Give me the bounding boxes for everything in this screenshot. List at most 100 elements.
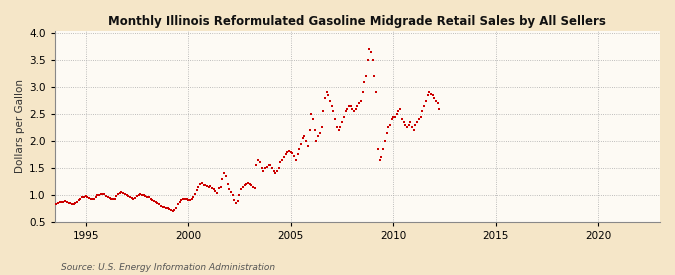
Point [169,208,180,212]
Point [225,190,236,194]
Point [186,197,197,201]
Point [313,133,323,138]
Point [219,171,230,175]
Point [82,195,92,200]
Point [405,120,416,124]
Point [192,188,202,193]
Point [294,147,304,151]
Point [196,181,207,185]
Point [99,192,110,196]
Point [215,185,226,189]
Point [367,58,378,62]
Point [304,128,315,132]
Point [184,198,195,202]
Point [311,139,322,143]
Point [147,197,158,202]
Point [193,185,204,189]
Point [200,183,211,187]
Point [101,194,111,198]
Point [75,196,86,201]
Point [389,114,400,119]
Point [258,168,269,173]
Point [290,158,301,162]
Point [205,184,216,188]
Point [94,192,105,197]
Point [224,187,235,192]
Point [157,204,168,209]
Point [159,205,169,209]
Point [106,196,117,201]
Point [260,166,271,170]
Point [107,197,118,201]
Point [194,182,205,186]
Point [345,104,356,108]
Point [403,123,414,127]
Point [253,158,264,162]
Point [210,189,221,193]
Point [265,163,275,167]
Point [128,196,139,201]
Point [325,98,335,103]
Point [92,192,103,197]
Point [222,182,233,186]
Point [282,150,293,154]
Point [333,128,344,132]
Point [96,192,107,196]
Point [171,205,182,210]
Point [385,123,396,127]
Point [306,112,317,116]
Point [256,166,267,170]
Point [424,90,435,95]
Point [366,50,377,54]
Point [422,93,433,97]
Point [348,109,359,114]
Point [270,171,281,175]
Point [161,205,171,210]
Point [386,117,397,122]
Point [354,101,364,105]
Point [136,192,147,197]
Point [63,201,74,205]
Point [202,184,213,188]
Point [65,201,76,206]
Point [113,191,124,196]
Point [280,152,291,156]
Point [229,198,240,202]
Point [286,150,296,154]
Point [241,182,252,186]
Point [238,185,248,189]
Point [414,117,425,122]
Point [111,194,122,199]
Point [328,109,339,114]
Point [97,191,108,196]
Point [415,114,426,119]
Point [80,194,91,199]
Point [181,197,192,201]
Point [395,106,406,111]
Point [154,202,165,207]
Point [396,117,407,122]
Point [135,192,146,196]
Point [371,90,381,95]
Point [123,194,134,199]
Point [299,133,310,138]
Point [143,195,154,200]
Point [318,109,329,114]
Point [133,192,144,197]
Point [55,200,65,204]
Point [376,155,387,159]
Point [53,201,63,205]
Point [162,206,173,210]
Point [337,120,348,124]
Point [421,98,431,103]
Point [273,166,284,170]
Point [173,202,184,207]
Point [377,147,388,151]
Point [335,125,346,130]
Point [279,155,290,159]
Point [115,191,126,195]
Point [122,193,132,197]
Point [209,187,219,192]
Point [388,114,399,119]
Point [427,93,438,97]
